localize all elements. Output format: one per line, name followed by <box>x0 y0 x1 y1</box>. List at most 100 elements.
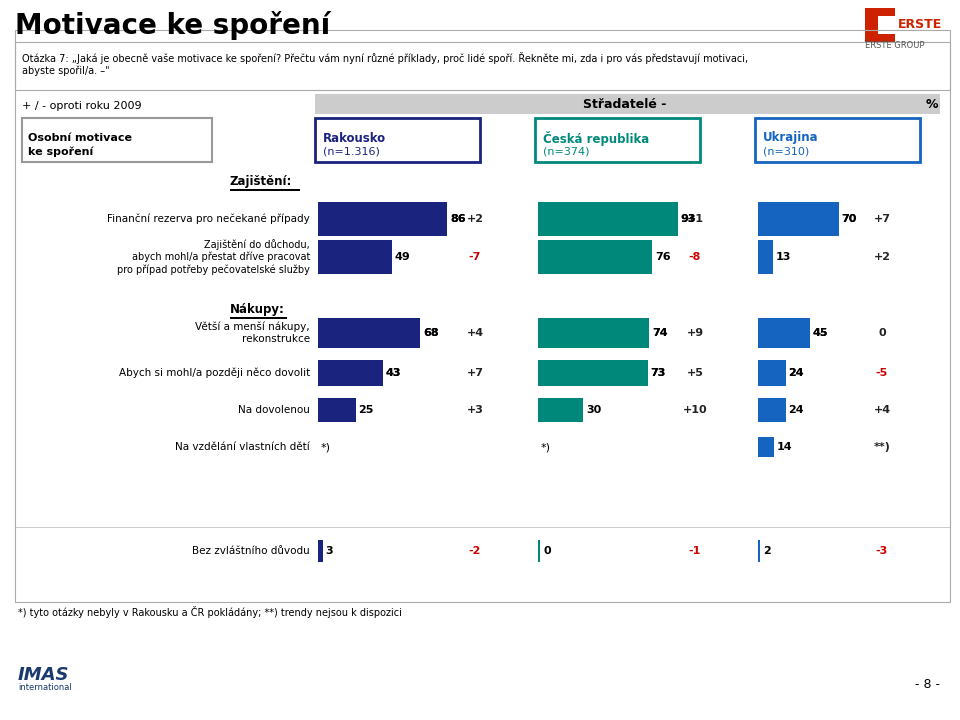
Text: *) tyto otázky nebyly v Rakousku a ČR pokládány; **) trendy nejsou k dispozici: *) tyto otázky nebyly v Rakousku a ČR po… <box>18 606 402 618</box>
Bar <box>647 357 649 373</box>
Text: Nákupy:: Nákupy: <box>230 304 285 317</box>
Bar <box>755 118 920 162</box>
Text: 76: 76 <box>655 252 671 262</box>
Text: Bez zvláštního důvodu: Bez zvláštního důvodu <box>192 546 310 556</box>
Bar <box>878 16 895 34</box>
Bar <box>538 398 583 422</box>
Bar <box>785 357 809 373</box>
Text: 93: 93 <box>681 214 696 224</box>
Text: 70: 70 <box>842 214 857 224</box>
Bar <box>758 360 785 386</box>
Bar <box>230 317 287 319</box>
Text: 43: 43 <box>386 368 401 378</box>
Bar <box>538 202 678 236</box>
Text: 25: 25 <box>358 405 373 415</box>
Bar <box>15 42 950 90</box>
Bar <box>758 398 785 422</box>
Text: -3: -3 <box>876 546 888 556</box>
Text: (n=1.316): (n=1.316) <box>323 147 380 157</box>
Bar <box>538 318 649 348</box>
Text: Na vzdělání vlastních dětí: Na vzdělání vlastních dětí <box>176 442 310 452</box>
Text: +7: +7 <box>874 214 891 224</box>
Text: 73: 73 <box>651 368 666 378</box>
Bar <box>538 360 647 386</box>
Text: Na dovolenou: Na dovolenou <box>238 405 310 415</box>
Text: 74: 74 <box>652 328 667 338</box>
Text: 14: 14 <box>777 442 793 452</box>
Text: + / - oproti roku 2009: + / - oproti roku 2009 <box>22 101 142 111</box>
Text: +7: +7 <box>467 368 484 378</box>
Bar <box>355 395 382 410</box>
Text: 2: 2 <box>763 546 771 556</box>
Bar <box>583 395 647 410</box>
Bar <box>758 318 809 348</box>
Bar <box>318 540 323 562</box>
Text: %: % <box>925 97 938 110</box>
Text: -7: -7 <box>468 252 481 262</box>
Bar <box>758 202 838 236</box>
Bar <box>538 318 649 348</box>
Text: - 8 -: - 8 - <box>915 678 940 691</box>
Text: 30: 30 <box>586 405 601 415</box>
Text: Ukrajina: Ukrajina <box>763 132 819 145</box>
Text: +3: +3 <box>467 405 484 415</box>
Text: 24: 24 <box>788 368 804 378</box>
Text: *): *) <box>541 442 551 452</box>
Bar <box>318 318 420 348</box>
Text: 45: 45 <box>813 328 828 338</box>
Text: +4: +4 <box>467 328 484 338</box>
Bar <box>392 238 447 257</box>
Bar <box>758 202 838 236</box>
Text: Česká republika: Česká republika <box>543 130 649 145</box>
Bar <box>652 238 678 257</box>
Text: 3: 3 <box>325 546 333 556</box>
Bar <box>22 118 212 162</box>
Bar <box>15 527 950 528</box>
Bar <box>318 360 382 386</box>
Text: 45: 45 <box>813 328 828 338</box>
Text: 24: 24 <box>788 405 804 415</box>
Bar <box>758 437 774 457</box>
Text: IMAS: IMAS <box>18 666 69 684</box>
Bar <box>758 540 760 562</box>
Text: +5: +5 <box>686 368 704 378</box>
Text: Zajištění:: Zajištění: <box>230 176 293 189</box>
Bar <box>773 238 838 257</box>
Text: 49: 49 <box>395 252 410 262</box>
Text: +1: +1 <box>686 214 704 224</box>
Text: -5: -5 <box>876 368 888 378</box>
Text: 86: 86 <box>450 214 466 224</box>
Text: Otázka 7: „Jaká je obecně vaše motivace ke spoření? Přečtu vám nyní různé příkla: Otázka 7: „Jaká je obecně vaše motivace … <box>22 52 748 76</box>
Text: 73: 73 <box>651 368 666 378</box>
Bar <box>318 202 447 236</box>
Bar <box>538 540 540 562</box>
Text: 86: 86 <box>450 214 466 224</box>
Text: +4: +4 <box>874 405 891 415</box>
Text: *): *) <box>321 442 331 452</box>
Text: ERSTE GROUP: ERSTE GROUP <box>865 40 924 50</box>
Text: 13: 13 <box>776 252 791 262</box>
Text: +2: +2 <box>874 252 891 262</box>
Text: 70: 70 <box>842 214 857 224</box>
Bar <box>878 16 895 34</box>
Text: +9: +9 <box>686 328 704 338</box>
Bar <box>758 318 809 348</box>
Text: Zajištění do důchodu,
abych mohl/a přestat dříve pracovat
pro případ potřeby peč: Zajištění do důchodu, abych mohl/a přest… <box>117 239 310 274</box>
Bar <box>315 118 480 162</box>
Text: ke spoření: ke spoření <box>28 147 93 157</box>
Text: Abych si mohl/a později něco dovolit: Abych si mohl/a později něco dovolit <box>119 368 310 378</box>
Text: Větší a menší nákupy,
rekonstrukce: Větší a menší nákupy, rekonstrukce <box>196 322 310 344</box>
Text: Motivace ke spoření: Motivace ke spoření <box>15 11 330 40</box>
Bar <box>318 318 420 348</box>
Bar <box>318 398 355 422</box>
Bar <box>758 360 785 386</box>
Bar <box>315 94 940 114</box>
Text: +10: +10 <box>683 405 708 415</box>
Text: international: international <box>18 683 72 693</box>
Text: 24: 24 <box>788 368 804 378</box>
Text: +2: +2 <box>467 214 484 224</box>
Text: 0: 0 <box>878 328 886 338</box>
Bar <box>15 30 950 602</box>
Bar <box>538 202 678 236</box>
Bar <box>535 118 700 162</box>
